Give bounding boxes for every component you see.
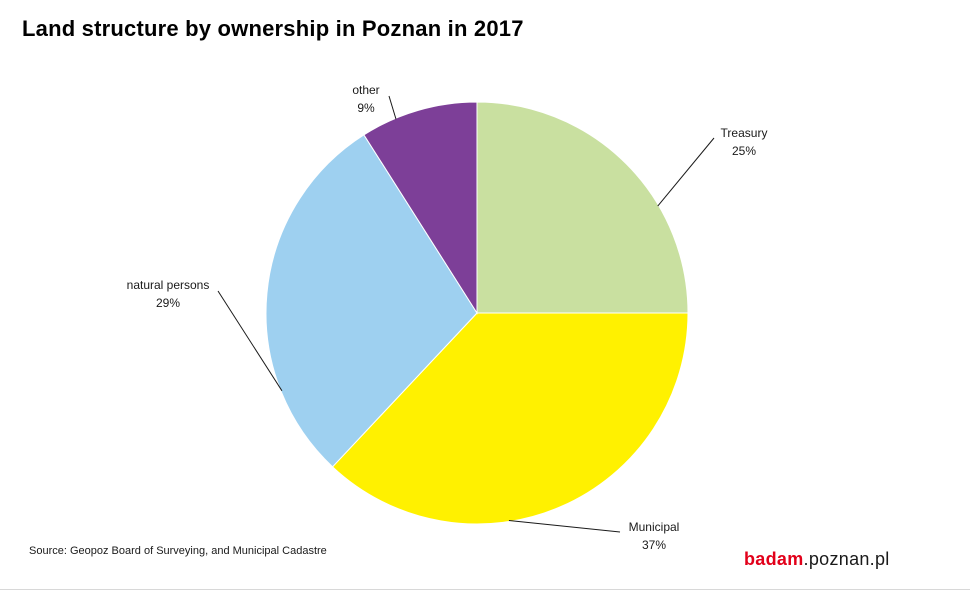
slice-label-municipal: Municipal	[629, 520, 680, 534]
leader-line-municipal	[508, 520, 621, 533]
pie-slice-municipal	[331, 312, 689, 525]
slice-value-municipal: 37%	[642, 538, 666, 552]
slice-label-other: other	[352, 83, 379, 97]
leader-line-natural-persons	[217, 290, 283, 392]
slice-label-treasury: Treasury	[721, 126, 768, 140]
logo-domain: .poznan.pl	[803, 549, 890, 569]
slice-value-treasury: 25%	[732, 144, 756, 158]
chart-title: Land structure by ownership in Poznan in…	[22, 16, 524, 41]
site-logo[interactable]: badam.poznan.pl	[744, 549, 890, 570]
footer-divider	[0, 589, 970, 590]
slice-value-other: 9%	[357, 101, 375, 115]
pie-slice-treasury	[476, 101, 689, 314]
pie-slice-other	[363, 101, 478, 315]
leader-line-other	[388, 95, 397, 120]
logo-brand: badam	[744, 549, 804, 569]
slice-value-natural-persons: 29%	[156, 296, 180, 310]
source-note: Source: Geopoz Board of Surveying, and M…	[29, 545, 327, 557]
leader-line-treasury	[657, 137, 715, 207]
slice-label-natural-persons: natural persons	[127, 278, 210, 292]
pie-slice-natural-persons	[265, 134, 478, 468]
